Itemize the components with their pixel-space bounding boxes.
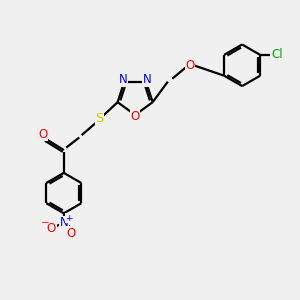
Text: N: N bbox=[118, 73, 127, 86]
Text: −: − bbox=[41, 218, 50, 228]
Text: O: O bbox=[130, 110, 140, 123]
Text: O: O bbox=[67, 227, 76, 240]
Text: O: O bbox=[185, 59, 195, 72]
Text: O: O bbox=[47, 222, 56, 235]
Text: N: N bbox=[143, 73, 152, 86]
Text: Cl: Cl bbox=[271, 48, 283, 62]
Text: S: S bbox=[95, 112, 104, 125]
Text: +: + bbox=[65, 214, 73, 223]
Text: N: N bbox=[59, 216, 68, 229]
Text: O: O bbox=[38, 128, 48, 141]
